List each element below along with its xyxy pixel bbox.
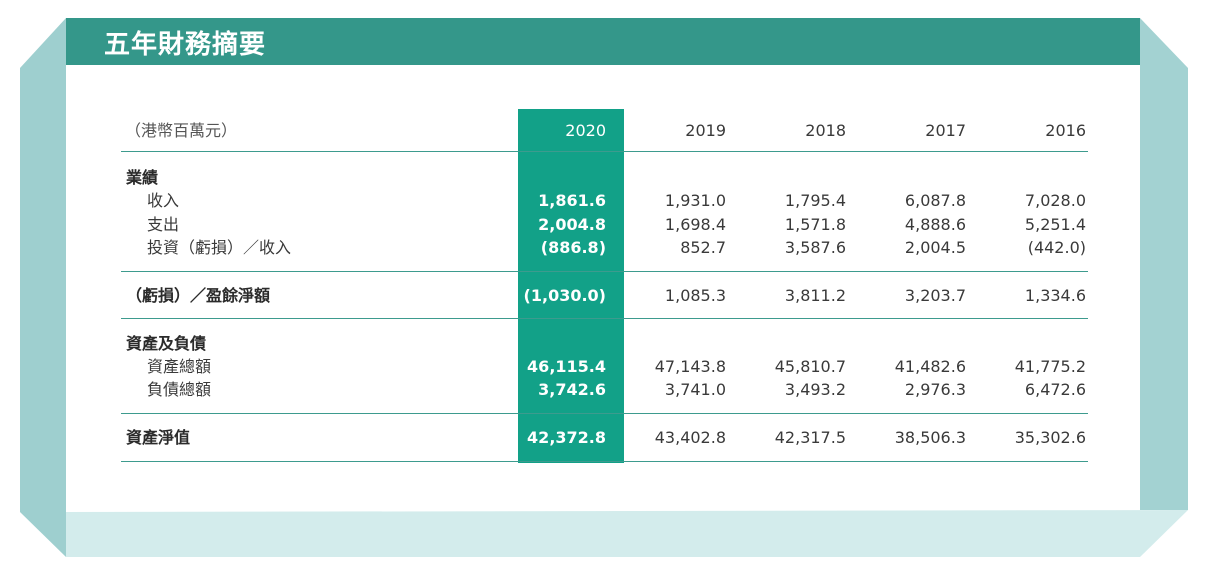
- table-cell: 852.7: [680, 238, 726, 257]
- divider: [121, 318, 1088, 319]
- year-header-2020: 2020: [565, 121, 606, 140]
- table-cell: 1,571.8: [784, 215, 846, 234]
- left-frame-corner: [20, 512, 66, 557]
- table-cell: 2,004.5: [904, 238, 966, 257]
- table-cell: 1,085.3: [664, 286, 726, 305]
- row-label-net-assets: 資產淨值: [126, 428, 191, 447]
- title-bar: 五年財務摘要: [66, 18, 1140, 65]
- row-label-net-surplus: （虧損）／盈餘淨額: [126, 286, 271, 305]
- table-cell: 3,741.0: [664, 380, 726, 399]
- table-cell: 7,028.0: [1024, 191, 1086, 210]
- table-cell: 45,810.7: [774, 357, 846, 376]
- table-cell: 6,087.8: [904, 191, 966, 210]
- table-cell: 3,811.2: [784, 286, 846, 305]
- divider: [121, 151, 1088, 152]
- year-header-2018: 2018: [805, 121, 846, 140]
- highlight-column-2020: [518, 109, 624, 463]
- table-cell: 4,888.6: [904, 215, 966, 234]
- table-cell: (442.0): [1027, 238, 1086, 257]
- table-cell: 3,493.2: [784, 380, 846, 399]
- row-label-total-assets: 資產總額: [147, 357, 212, 376]
- table-cell: 42,317.5: [774, 428, 846, 447]
- year-header-2016: 2016: [1045, 121, 1086, 140]
- table-cell: 3,742.6: [538, 380, 606, 399]
- divider: [121, 461, 1088, 462]
- row-label-total-liabilities: 負債總額: [147, 380, 212, 399]
- table-cell: 3,587.6: [784, 238, 846, 257]
- divider: [121, 271, 1088, 272]
- table-cell: (1,030.0): [523, 286, 606, 305]
- year-header-2019: 2019: [685, 121, 726, 140]
- table-cell: 42,372.8: [527, 428, 606, 447]
- section-heading-results: 業績: [126, 168, 159, 187]
- page-title: 五年財務摘要: [104, 30, 267, 60]
- bottom-frame-panel: [66, 510, 1188, 557]
- left-frame-panel: [20, 18, 66, 512]
- table-cell: 1,931.0: [664, 191, 726, 210]
- table-cell: 35,302.6: [1014, 428, 1086, 447]
- divider: [121, 413, 1088, 414]
- table-cell: 2,976.3: [904, 380, 966, 399]
- table-cell: 38,506.3: [894, 428, 966, 447]
- right-frame-panel: [1140, 18, 1188, 510]
- table-cell: 43,402.8: [654, 428, 726, 447]
- row-label-revenue: 收入: [147, 191, 180, 210]
- table-cell: 6,472.6: [1024, 380, 1086, 399]
- row-label-investment: 投資（虧損）／收入: [147, 238, 292, 257]
- table-cell: 1,795.4: [784, 191, 846, 210]
- year-header-2017: 2017: [925, 121, 966, 140]
- table-cell: 47,143.8: [654, 357, 726, 376]
- unit-label: （港幣百萬元）: [125, 121, 238, 140]
- section-heading-assets: 資產及負債: [126, 334, 207, 353]
- table-cell: 46,115.4: [527, 357, 606, 376]
- table-cell: 3,203.7: [904, 286, 966, 305]
- row-label-expenditure: 支出: [147, 215, 180, 234]
- table-cell: 1,861.6: [538, 191, 606, 210]
- table-cell: 1,334.6: [1024, 286, 1086, 305]
- table-cell: 5,251.4: [1024, 215, 1086, 234]
- table-cell: 41,775.2: [1014, 357, 1086, 376]
- table-cell: (886.8): [540, 238, 606, 257]
- table-cell: 2,004.8: [538, 215, 606, 234]
- table-cell: 41,482.6: [894, 357, 966, 376]
- table-cell: 1,698.4: [664, 215, 726, 234]
